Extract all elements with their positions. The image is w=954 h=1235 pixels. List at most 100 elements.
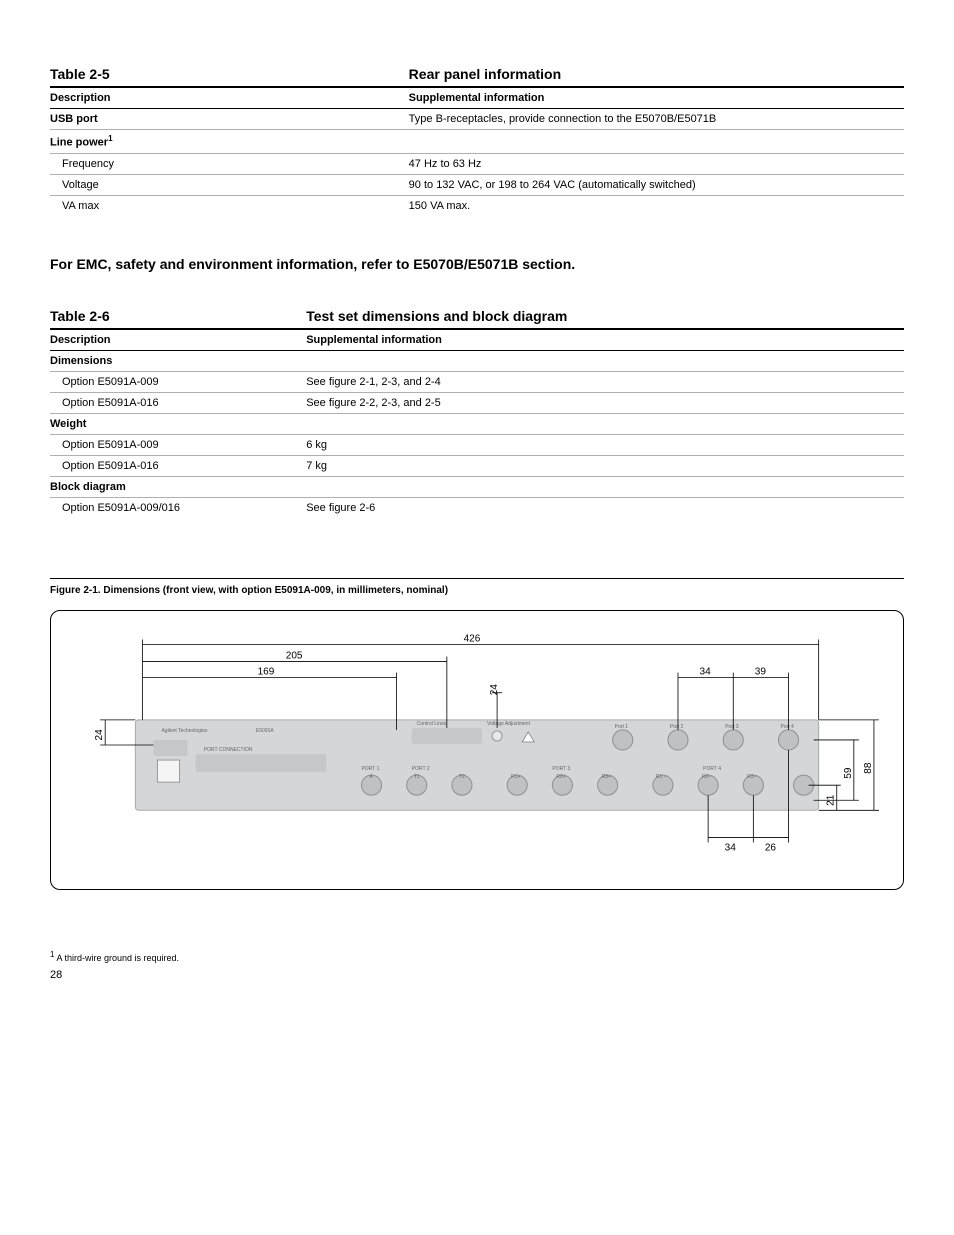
footnote-text: A third-wire ground is required. <box>54 953 179 963</box>
table-title: Test set dimensions and block diagram <box>306 308 567 324</box>
row-label: Option E5091A-016 <box>50 397 306 409</box>
table-row: Option E5091A-016 7 kg <box>50 456 904 477</box>
table-row: VA max 150 VA max. <box>50 196 904 216</box>
port-label: Port 1 <box>615 724 629 730</box>
dim-value: 169 <box>258 666 275 677</box>
row-label: Block diagram <box>50 481 306 493</box>
ctrl-label: Control Lines <box>417 721 447 727</box>
row-label: Option E5091A-009 <box>50 376 306 388</box>
conn-label: R2− <box>702 774 711 780</box>
port-label: PORT 4 <box>703 766 721 772</box>
row-value <box>306 355 904 367</box>
table-row: USB port Type B-receptacles, provide con… <box>50 109 904 130</box>
footnote: 1 A third-wire ground is required. <box>50 950 904 963</box>
row-value: See figure 2-1, 2-3, and 2-4 <box>306 376 904 388</box>
table-2-6-header: Table 2-6 Test set dimensions and block … <box>50 302 904 330</box>
dim-value: 39 <box>755 666 767 677</box>
conn-label: T1 <box>414 774 420 780</box>
table-row: Option E5091A-016 See figure 2-2, 2-3, a… <box>50 393 904 414</box>
row-value: 90 to 132 VAC, or 198 to 264 VAC (automa… <box>409 179 904 191</box>
row-label: Weight <box>50 418 306 430</box>
row-value <box>306 418 904 430</box>
dim-value: 24 <box>489 683 500 695</box>
conn-label: R1+ <box>511 774 520 780</box>
supplemental-header: Supplemental information <box>409 92 545 104</box>
table-number: Table 2-6 <box>50 308 306 324</box>
description-header: Description <box>50 92 409 104</box>
connector-block <box>412 728 482 744</box>
row-label: Option E5091A-009/016 <box>50 502 306 514</box>
row-value: See figure 2-2, 2-3, and 2-5 <box>306 397 904 409</box>
footnote-ref: 1 <box>108 134 112 143</box>
dimension-diagram: Agilent Technologies E5091A PORT CONNECT… <box>65 629 889 871</box>
dim-value: 426 <box>464 633 481 644</box>
table-subheader: Description Supplemental information <box>50 330 904 351</box>
row-value: 6 kg <box>306 439 904 451</box>
row-value: See figure 2-6 <box>306 502 904 514</box>
dim-value: 26 <box>765 842 777 853</box>
label-text: Line power <box>50 137 108 149</box>
row-value: 47 Hz to 63 Hz <box>409 158 904 170</box>
row-value <box>409 134 904 149</box>
table-2-5-header: Table 2-5 Rear panel information <box>50 60 904 88</box>
port-label: PORT 1 <box>361 766 379 772</box>
row-label: VA max <box>50 200 409 212</box>
row-label: Option E5091A-009 <box>50 439 306 451</box>
dim-value: 24 <box>94 729 105 741</box>
row-value: 7 kg <box>306 460 904 472</box>
figure-caption: Figure 2-1. Dimensions (front view, with… <box>50 578 904 596</box>
port-label: Port 3 <box>725 724 739 730</box>
conn-label: R2+ <box>556 774 565 780</box>
row-label: Frequency <box>50 158 409 170</box>
portconn-label: PORT CONNECTION <box>204 747 253 753</box>
panel-block <box>153 740 187 756</box>
dim-value: 205 <box>286 650 303 661</box>
dim-value: 59 <box>843 767 854 779</box>
table-row: Block diagram <box>50 477 904 498</box>
conn-label: T2 <box>459 774 465 780</box>
dim-value: 88 <box>863 762 874 774</box>
table-row: Voltage 90 to 132 VAC, or 198 to 264 VAC… <box>50 175 904 196</box>
port-label: PORT 3 <box>552 766 570 772</box>
table-row: Line power1 <box>50 130 904 154</box>
row-value: 150 VA max. <box>409 200 904 212</box>
port-label: Port 4 <box>780 724 794 730</box>
vadj-label: Voltage Adjustment <box>487 721 531 727</box>
port-label: PORT 2 <box>412 766 430 772</box>
dim-value: 21 <box>826 794 837 806</box>
table-2-5: Table 2-5 Rear panel information Descrip… <box>50 60 904 216</box>
table-row: Option E5091A-009/016 See figure 2-6 <box>50 498 904 518</box>
table-row: Dimensions <box>50 351 904 372</box>
table-number: Table 2-5 <box>50 66 409 82</box>
supplemental-header: Supplemental information <box>306 334 442 346</box>
row-label: USB port <box>50 113 409 125</box>
row-label: Line power1 <box>50 134 409 149</box>
conn-label: R1 − <box>656 774 667 780</box>
table-2-6: Table 2-6 Test set dimensions and block … <box>50 302 904 518</box>
conn-label: R3+ <box>602 774 611 780</box>
section-heading: For EMC, safety and environment informat… <box>50 256 904 272</box>
figure-2-1: Agilent Technologies E5091A PORT CONNECT… <box>50 610 904 890</box>
row-label: Option E5091A-016 <box>50 460 306 472</box>
row-label: Voltage <box>50 179 409 191</box>
brand-label: Agilent Technologies <box>161 728 207 734</box>
table-row: Frequency 47 Hz to 63 Hz <box>50 154 904 175</box>
adjustment-knob <box>492 731 502 741</box>
table-row: Option E5091A-009 6 kg <box>50 435 904 456</box>
table-title: Rear panel information <box>409 66 561 82</box>
page-number: 28 <box>50 969 904 981</box>
dim-value: 34 <box>725 842 737 853</box>
port-label: Port 2 <box>670 724 684 730</box>
power-button <box>157 760 179 782</box>
led-strip <box>196 754 327 772</box>
row-value: Type B-receptacles, provide connection t… <box>409 113 904 125</box>
model-label: E5091A <box>256 728 275 734</box>
description-header: Description <box>50 334 306 346</box>
table-row: Weight <box>50 414 904 435</box>
table-subheader: Description Supplemental information <box>50 88 904 109</box>
row-label: Dimensions <box>50 355 306 367</box>
dim-value: 34 <box>700 666 712 677</box>
row-value <box>306 481 904 493</box>
table-row: Option E5091A-009 See figure 2-1, 2-3, a… <box>50 372 904 393</box>
conn-label: R3− <box>747 774 756 780</box>
